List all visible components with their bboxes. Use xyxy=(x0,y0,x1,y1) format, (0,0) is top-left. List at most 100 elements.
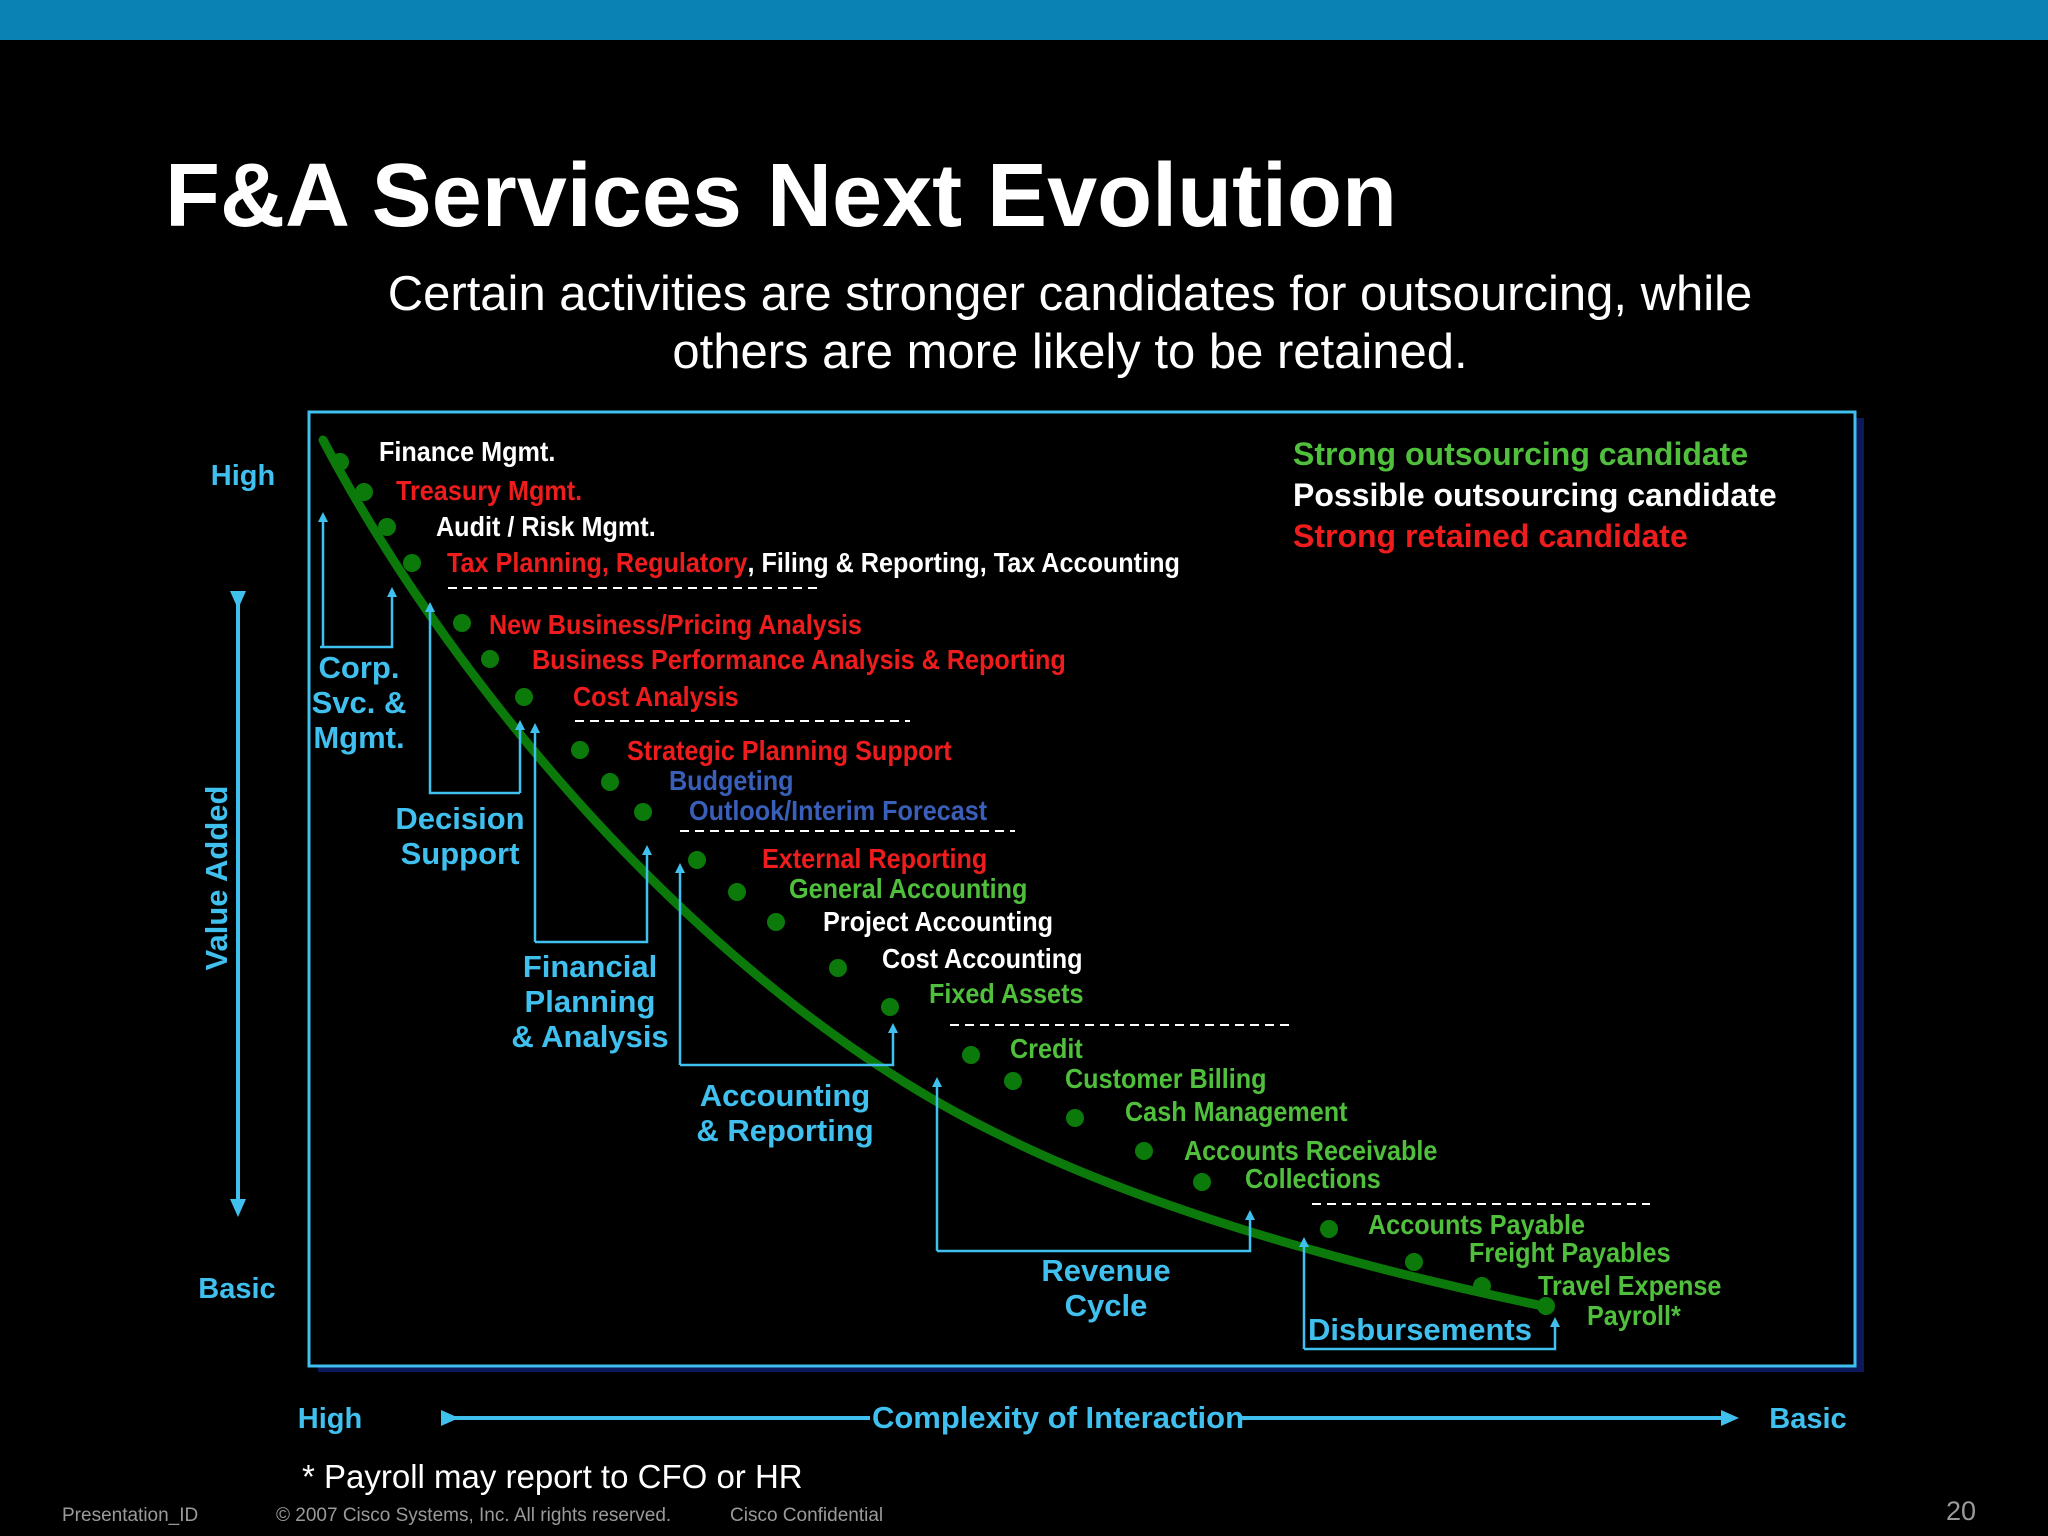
slide-subtitle: Certain activities are stronger candidat… xyxy=(260,265,1880,381)
curve-dot xyxy=(515,688,533,706)
curve-dot xyxy=(1135,1142,1153,1160)
activity-segment: Credit xyxy=(1010,1033,1083,1065)
activity-label: Credit xyxy=(1010,1033,1083,1065)
group-labels: Corp. Svc. & Mgmt. Decision Support Financial… xyxy=(312,650,1532,1347)
bracket-fpa-right xyxy=(535,845,652,944)
top-accent-bar xyxy=(0,0,2048,40)
curve-dot xyxy=(571,741,589,759)
activity-segment: Cash Management xyxy=(1125,1096,1348,1128)
activity-segment: Project Accounting xyxy=(823,906,1053,938)
group-label-line: Disbursements xyxy=(1308,1312,1532,1347)
group-label: Decision Support xyxy=(395,801,524,871)
activity-label: Fixed Assets xyxy=(929,978,1083,1010)
legend-item: Strong retained candidate xyxy=(1293,518,1688,554)
subtitle-line-1: Certain activities are stronger candidat… xyxy=(387,267,1753,321)
activity-label: Freight Payables xyxy=(1469,1237,1671,1269)
curve-dot xyxy=(767,913,785,931)
activity-label: Outlook/Interim Forecast xyxy=(689,795,987,827)
group-label: Corp. Svc. & Mgmt. xyxy=(312,650,407,755)
activity-segment: Audit / Risk Mgmt. xyxy=(436,511,656,543)
activity-label: Cost Analysis xyxy=(573,681,739,713)
curve-dot xyxy=(481,650,499,668)
activity-label: External Reporting xyxy=(762,843,987,875)
curve-dot xyxy=(1537,1297,1555,1315)
bracket-decision-left xyxy=(425,602,520,795)
group-label: Financial Planning & Analysis xyxy=(511,949,668,1054)
bracket-corp-right xyxy=(320,587,397,649)
group-label-line: & Reporting xyxy=(696,1113,873,1148)
activity-label: Cash Management xyxy=(1125,1096,1348,1128)
activity-label: Collections xyxy=(1245,1163,1381,1195)
curve-dot xyxy=(881,998,899,1016)
legend-item: Possible outsourcing candidate xyxy=(1293,477,1777,513)
activity-segment: General Accounting xyxy=(789,873,1027,905)
activity-segment: External Reporting xyxy=(762,843,987,875)
group-label: Accounting & Reporting xyxy=(696,1078,873,1148)
footer-confidential: Cisco Confidential xyxy=(730,1505,884,1526)
group-label-line: Svc. & xyxy=(312,685,407,720)
activity-segment: Business Performance Analysis & Reportin… xyxy=(532,644,1066,676)
legend-item: Strong outsourcing candidate xyxy=(1293,436,1748,472)
curve-dot xyxy=(1193,1173,1211,1191)
group-label-line: Corp. xyxy=(319,650,400,685)
activity-segment: Cost Accounting xyxy=(882,943,1083,975)
group-label-line: Support xyxy=(401,836,520,871)
curve-dot xyxy=(378,518,396,536)
y-axis-basic-label: Basic xyxy=(198,1273,275,1305)
group-label-line: Decision xyxy=(395,801,524,836)
subtitle-line-2: others are more likely to be retained. xyxy=(672,325,1468,379)
activity-segment: Strategic Planning Support xyxy=(627,735,952,767)
activity-label: Accounts Receivable xyxy=(1184,1135,1437,1167)
group-label-line: Revenue xyxy=(1041,1253,1170,1288)
x-axis-basic-label: Basic xyxy=(1769,1403,1846,1435)
page-number: 20 xyxy=(1946,1496,1977,1526)
activity-segment: Budgeting xyxy=(669,765,794,797)
y-axis-title: Value Added xyxy=(199,786,234,971)
activity-label: Audit / Risk Mgmt. xyxy=(436,511,656,543)
curve-dot xyxy=(601,773,619,791)
bracket-disb-right xyxy=(1304,1317,1560,1351)
group-label-line: Planning xyxy=(525,984,656,1019)
y-axis-high-label: High xyxy=(211,460,275,492)
activity-segment: Collections xyxy=(1245,1163,1381,1195)
activity-label: Tax Planning, Regulatory, Filing & Repor… xyxy=(447,547,1180,579)
curve-dot xyxy=(1473,1277,1491,1295)
activity-segment: Cost Analysis xyxy=(573,681,739,713)
diagram-panel xyxy=(307,410,1857,1368)
activity-segment: , Filing & Reporting, Tax Accounting xyxy=(747,547,1179,579)
activity-segment: Customer Billing xyxy=(1065,1063,1267,1095)
activity-label: Finance Mgmt. xyxy=(379,436,555,468)
activity-segment: Treasury Mgmt. xyxy=(396,475,582,507)
group-label: Revenue Cycle xyxy=(1041,1253,1170,1323)
curve-dot xyxy=(1004,1072,1022,1090)
footnote: * Payroll may report to CFO or HR xyxy=(302,1458,803,1495)
activity-label: Accounts Payable xyxy=(1368,1209,1585,1241)
bracket-revenue-right xyxy=(937,1210,1255,1253)
curve-dots xyxy=(331,453,1555,1315)
activity-label: Travel Expense xyxy=(1538,1270,1721,1302)
curve-dot xyxy=(1405,1253,1423,1271)
x-axis-title: Complexity of Interaction xyxy=(872,1400,1244,1435)
activity-segment: New Business/Pricing Analysis xyxy=(489,609,862,641)
activity-label: Treasury Mgmt. xyxy=(396,475,582,507)
activity-label: Business Performance Analysis & Reportin… xyxy=(532,644,1066,676)
curve-dot xyxy=(829,959,847,977)
curve-dot xyxy=(453,614,471,632)
footer-presentation-id: Presentation_ID xyxy=(62,1505,199,1526)
activity-label: Cost Accounting xyxy=(882,943,1083,975)
activity-segment: Accounts Payable xyxy=(1368,1209,1585,1241)
curve-dot xyxy=(1320,1220,1338,1238)
curve-dot xyxy=(728,883,746,901)
activity-segment: Travel Expense xyxy=(1538,1270,1721,1302)
activity-segment: Tax Planning, Regulatory xyxy=(447,547,748,579)
curve-dot xyxy=(355,483,373,501)
activity-label: Customer Billing xyxy=(1065,1063,1267,1095)
curve-dot xyxy=(403,554,421,572)
evolution-curve xyxy=(318,435,1553,1312)
curve-dot xyxy=(634,803,652,821)
curve-dot xyxy=(688,851,706,869)
group-label-line: Mgmt. xyxy=(313,720,404,755)
group-label: Disbursements xyxy=(1308,1312,1532,1347)
legend: Strong outsourcing candidate Possible out… xyxy=(1293,436,1777,554)
